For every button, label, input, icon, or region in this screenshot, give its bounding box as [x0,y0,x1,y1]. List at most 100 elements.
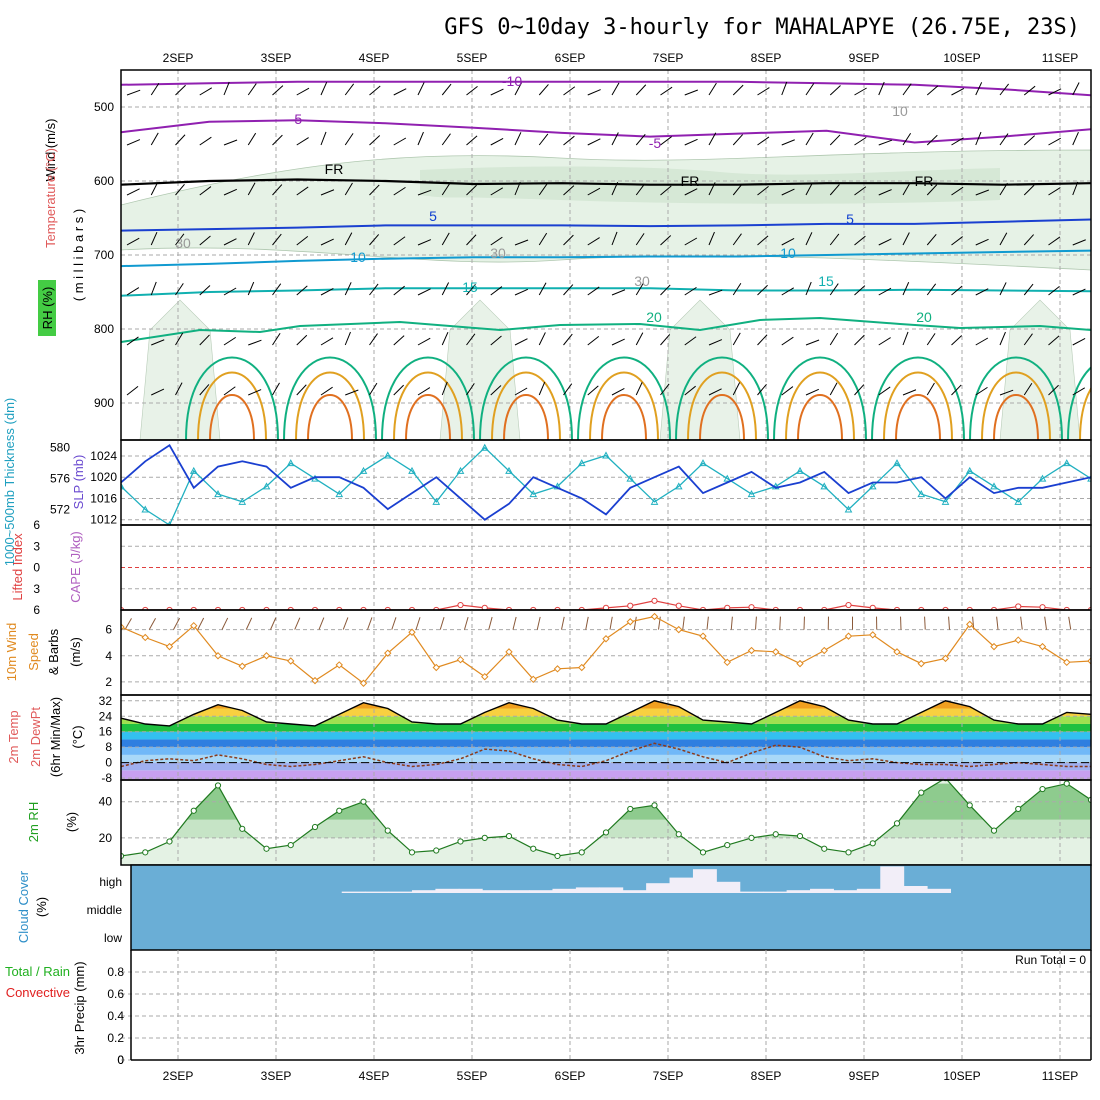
cloud-bar-high [622,890,647,893]
time-label-bottom: 8SEP [751,1069,782,1083]
wind-barb [514,338,528,346]
pressure-axis-label: ( m i l l i b a r s ) [71,209,86,301]
wind-barb [345,389,359,396]
li-tick: 3 [33,539,40,553]
wind-barb [150,132,159,146]
wind-barb [199,235,211,246]
time-label-bottom: 2SEP [163,1069,194,1083]
temp-tick: -8 [101,771,112,785]
thickness-line-point [456,466,465,474]
wind-barb [148,618,156,630]
thickness-line-point [141,505,150,513]
li-axis-label: Lifted Index [10,533,25,601]
wind-barb [175,183,185,196]
wind-barb [708,388,722,396]
cloud-bar-high [739,891,764,893]
rh-line-point [530,845,537,852]
wind-barb [490,385,502,396]
wind-barb [393,137,407,146]
wind-barb [514,181,521,196]
contour-lobe [895,394,941,440]
wind-barb [270,617,277,630]
cloud-background [131,865,1091,950]
thickness-line-point [189,466,198,474]
cloud-bar-high [646,883,671,893]
temp-band [121,739,1091,748]
wind-barb [781,188,795,196]
wind-barb [1048,137,1061,146]
rh2m-panel: 20 40 2m RH (%) [26,779,1092,866]
wind-barb [854,186,867,196]
wind-barb [466,383,475,396]
wind-barb [1072,181,1079,196]
wind-barb [587,385,599,396]
li-tick: 3 [33,582,40,596]
isotherm-10 [121,249,1091,268]
contour-lobe [871,356,965,440]
wind-barb [854,334,865,346]
wind-barb [490,187,504,196]
wind-speed-line-point [626,618,634,626]
wind-barb [1072,82,1080,96]
temp-band [121,747,1091,755]
wind-barb [199,384,210,396]
wind-barb [538,84,549,96]
contour-lobe [687,371,757,440]
wind-barb [272,332,281,346]
thickness-line-point [650,497,659,505]
wind-barb [126,336,139,346]
thickness-line-point [553,482,562,490]
wind-barb [1072,288,1086,296]
wind-barb [660,383,670,396]
wind-barb [197,617,205,630]
wind-barb [878,287,892,296]
wind-barb [684,188,698,196]
wind10m-panel: 2 4 6 10m Wind Speed & Barbs (m/s) [4,609,1092,696]
cloud-bar-high [903,886,928,893]
contour-lobe [601,394,647,440]
isotherm-15 [121,287,1091,297]
wind-barb [878,139,893,146]
wind-speed-line-point [893,648,901,656]
chart-title: GFS 0~10day 3-hourly for MAHALAPYE (26.7… [444,15,1080,40]
wind-barb [248,389,262,396]
wind-barb [635,183,646,196]
wind-speed-line-point [602,635,610,643]
time-label-bottom: 4SEP [359,1069,390,1083]
wind-barb [781,139,795,146]
wind-barb [951,384,962,396]
wind-barb [490,286,503,296]
rh-axis-label: RH (%) [40,287,55,330]
temp-band [121,716,1091,724]
wind-barb [441,232,450,246]
thickness-line-point [529,490,538,498]
wind-barb [126,237,140,246]
thickness-line-point [990,482,998,490]
wind-barb [902,282,910,296]
grid-lines [121,780,1091,865]
wind-barb [999,232,1008,246]
wind-barb [417,131,424,146]
thickness-line-point [1014,497,1023,505]
time-axis-bottom: 2SEP 3SEP 4SEP 5SEP 6SEP 7SEP 8SEP 9SEP 10SEP 11S… [163,1069,1079,1083]
wind-barb [926,283,937,296]
cloud-bar-high [365,891,390,893]
wind-barb [199,186,212,196]
wind-speed-line-point [1038,642,1047,651]
wind-speed-line-point [917,659,925,668]
wind-barb [439,617,445,630]
wind-barb [245,617,253,630]
thickness-line-point [432,497,441,505]
contour-lobe [381,356,475,440]
wind-plot [121,610,1091,695]
rh-line-point [627,805,634,813]
thickness-line-point [723,474,732,482]
wind-barb [902,232,910,246]
wind-speed-line-point [384,649,392,657]
wind-barb [466,333,476,346]
thickness-line-point [408,466,416,474]
wind-barb [829,184,840,196]
temp-line [121,700,1091,727]
rh-line-point [457,838,464,845]
wind-barb [708,132,717,146]
